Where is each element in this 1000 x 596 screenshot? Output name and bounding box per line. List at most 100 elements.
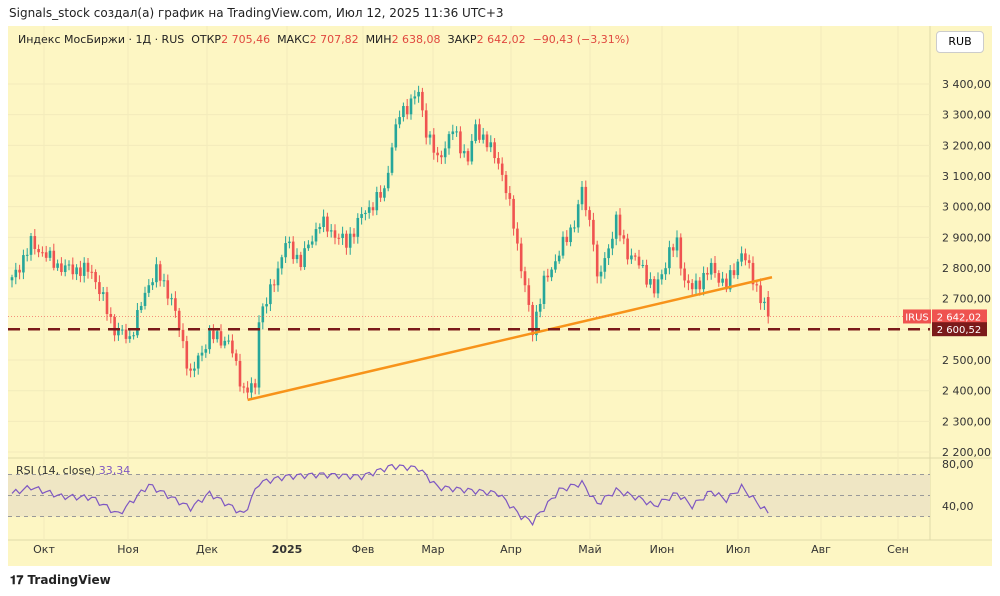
y-tick-label: 3 400,00 [942,78,991,91]
candle-body [538,303,542,312]
candle-body [71,264,75,275]
x-tick-label: Июн [650,543,675,556]
candle-body [280,257,284,269]
candle-body [664,268,667,275]
candle-body [326,216,329,232]
candle-body [166,280,170,299]
candle-body [284,243,287,258]
candle-body [687,280,690,284]
symbol-badge [903,309,931,324]
candle-body [466,151,470,162]
candle-body [364,212,367,215]
candle-body [626,238,629,260]
candle-body [706,272,709,275]
candle-body [288,241,291,244]
candle-body [474,124,477,141]
candle-body [120,329,124,331]
level-badge [932,322,987,337]
candle-body [383,188,386,198]
candle-body [679,237,683,269]
candle-body [637,256,641,266]
candle-body [489,142,493,148]
candle-body [500,163,504,175]
currency-button[interactable]: RUB [936,31,984,53]
candle-body [417,91,420,97]
candle-body [744,253,747,261]
candle-body [398,117,401,125]
candle-body [386,172,390,189]
candle-body [459,131,462,154]
x-tick-label: 2025 [272,543,303,556]
candle-body [193,368,196,371]
close-label: ЗАКР [447,33,477,46]
candle-body [105,292,109,315]
candle-body [440,155,443,158]
candle-body [717,273,721,283]
candle-body [48,250,52,258]
candle-body [394,124,398,148]
high-value: 2 707,82 [309,33,359,46]
symbol-badge-label: IRUS [905,312,929,323]
candle-body [675,237,679,251]
candle-body [588,210,591,220]
candle-body [531,304,534,336]
candle-body [227,340,230,342]
candle-body [124,329,128,339]
x-tick-label: Сен [887,543,909,556]
y-tick-label: 2 300,00 [942,415,991,428]
candle-body [421,91,424,111]
candle-body [375,192,379,211]
candle-body [242,386,246,388]
low-value: 2 638,08 [391,33,441,46]
candle-body [630,255,633,260]
candle-body [481,134,485,140]
x-tick-label: Мар [421,543,444,556]
candle-body [329,230,333,232]
candle-body [101,292,105,295]
candle-body [694,280,698,290]
candle-body [611,238,614,249]
y-tick-label: 3 000,00 [942,201,991,214]
candle-body [614,214,618,239]
tradingview-logo[interactable]: 𝟏𝟕 TradingView [10,573,111,588]
candle-body [557,255,561,262]
candle-body [554,261,557,270]
candle-body [162,280,166,282]
candle-body [272,284,276,286]
candle-body [584,186,588,211]
candle-body [155,264,158,283]
x-tick-label: Май [578,543,601,556]
candle-body [238,360,242,387]
candle-body [215,331,219,340]
y-tick-label: 3 200,00 [942,139,991,152]
logo-icon: 𝟏𝟕 [10,573,28,587]
candle-body [177,310,181,330]
candle-body [599,271,603,277]
candle-body [170,298,173,300]
candle-body [56,263,59,268]
candle-body [413,96,417,99]
candle-body [618,214,622,236]
candle-body [143,292,147,306]
candle-body [550,269,553,278]
y-tick-label: 2 800,00 [942,262,991,275]
candle-body [37,248,40,253]
candle-body [721,278,724,283]
candle-body [497,158,500,164]
candle-body [698,280,702,290]
candle-body [751,262,755,285]
candle-body [139,305,143,311]
candle-body [22,255,25,273]
rsi-tick-label: 40,00 [942,500,974,513]
rsi-legend: RSI (14, close) 33,34 [16,464,130,477]
candle-body [573,227,576,229]
symbol-name: Индекс МосБиржи · 1Д · RUS [18,33,185,46]
y-tick-label: 2 700,00 [942,293,991,306]
candle-body [390,147,394,173]
candle-body [402,106,405,118]
candle-body [428,134,432,138]
candle-body [82,262,86,276]
candle-body [75,267,78,275]
y-tick-label: 3 300,00 [942,109,991,122]
